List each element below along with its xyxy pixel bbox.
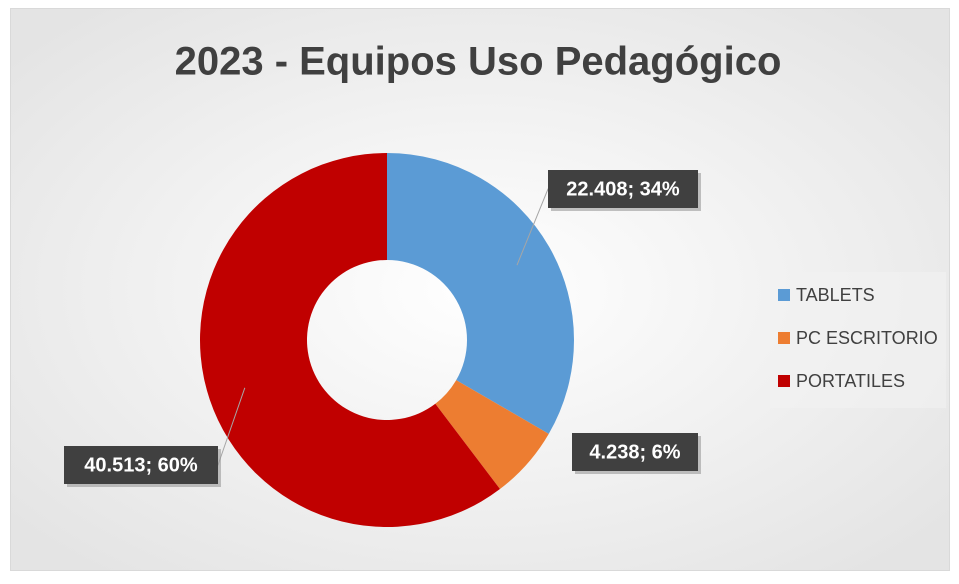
data-label: 22.408; 34% [566, 178, 680, 200]
legend-label: PC ESCRITORIO [796, 328, 938, 348]
data-label-box [572, 433, 698, 471]
data-label: 40.513; 60% [84, 454, 198, 476]
legend-swatch [778, 375, 790, 387]
data-label-box [64, 446, 218, 484]
chart-title: 2023 - Equipos Uso Pedagógico [175, 40, 782, 84]
legend-swatch [778, 289, 790, 301]
data-label: 4.238; 6% [589, 441, 680, 463]
donut-slice [200, 153, 500, 527]
legend-box [770, 272, 946, 408]
donut-slice [387, 153, 574, 434]
data-label-box [548, 170, 698, 208]
legend-swatch [778, 332, 790, 344]
donut-slice [435, 380, 549, 490]
legend-label: PORTATILES [796, 371, 905, 391]
legend-label: TABLETS [796, 285, 875, 305]
